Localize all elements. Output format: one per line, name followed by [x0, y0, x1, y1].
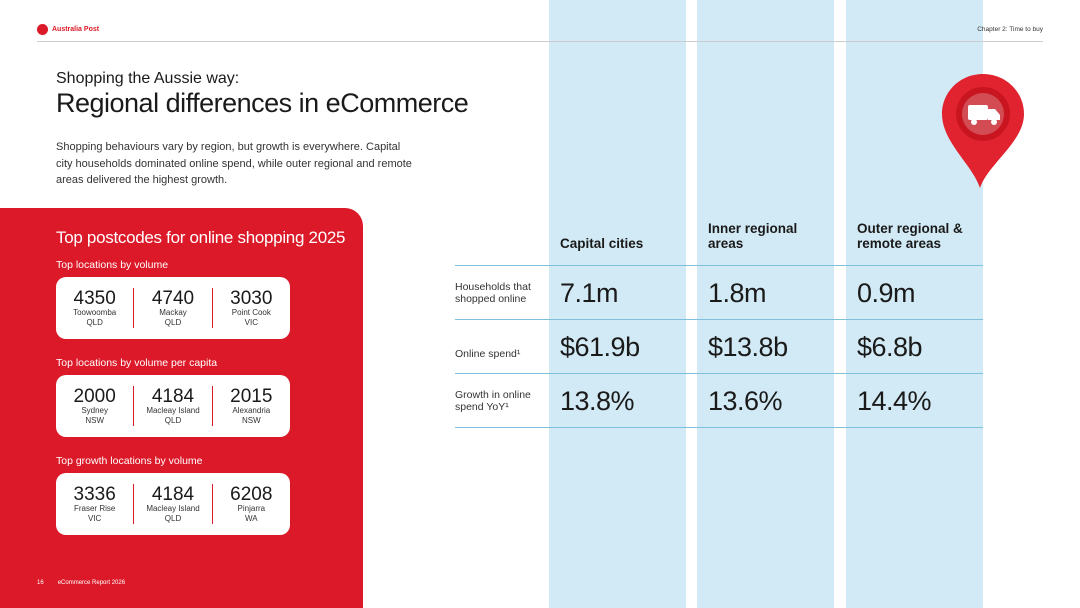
row-divider — [455, 265, 983, 266]
state: VIC — [244, 317, 258, 327]
postcode: 2000 — [73, 385, 116, 407]
column-header: Capital cities — [560, 235, 644, 251]
row-divider — [455, 427, 983, 428]
row-label: Online spend¹ — [455, 348, 521, 360]
postcode: 6208 — [230, 483, 273, 505]
table-value: 0.9m — [857, 278, 916, 308]
postcode-item: 3030 Point Cook VIC — [213, 289, 290, 328]
table-value: 7.1m — [560, 278, 619, 308]
top-postcodes-panel: Top postcodes for online shopping 2025 T… — [0, 208, 363, 608]
page-subtitle: Shopping the Aussie way: — [56, 70, 240, 87]
state: NSW — [85, 415, 104, 425]
postcode-item: 4740 Mackay QLD — [134, 289, 211, 328]
table-value: $13.8b — [708, 332, 788, 362]
state: QLD — [86, 317, 103, 327]
row-divider — [455, 373, 983, 374]
suburb: Point Cook — [231, 307, 271, 317]
footer: 16 eCommerce Report 2026 — [37, 580, 139, 586]
card-divider — [211, 386, 213, 426]
column-band-capital — [549, 0, 686, 608]
panel-title: Top postcodes for online shopping 2025 — [56, 228, 346, 247]
postcode: 3030 — [230, 287, 273, 309]
column-header: Outer regional & remote areas — [857, 221, 963, 251]
section-label: Top locations by volume per capita — [56, 357, 218, 369]
postcode: 4184 — [151, 483, 195, 505]
table-value: 14.4% — [857, 386, 932, 416]
suburb: Fraser Rise — [73, 503, 116, 513]
card-divider — [133, 386, 135, 426]
australia-post-logo-icon — [37, 24, 48, 35]
card-divider — [133, 484, 135, 524]
card-divider — [211, 484, 213, 524]
suburb: Sydney — [81, 405, 108, 415]
suburb: Mackay — [159, 307, 187, 317]
postcode-item: 4350 Toowoomba QLD — [56, 289, 133, 328]
state: QLD — [164, 513, 182, 523]
location-pin-truck-icon — [942, 74, 1024, 188]
table-value: 1.8m — [708, 278, 767, 308]
postcode-card: 4350 Toowoomba QLD 4740 Mackay QLD 3030 Point C… — [56, 277, 290, 339]
postcode: 4184 — [151, 385, 195, 407]
state: QLD — [164, 415, 182, 425]
brand-logo[interactable]: Australia Post — [37, 24, 99, 35]
column-band-inner — [697, 0, 834, 608]
postcode: 2015 — [230, 385, 273, 407]
card-divider — [133, 288, 135, 328]
state: NSW — [241, 415, 261, 425]
suburb: Pinjarra — [237, 503, 266, 513]
column-header: Inner regional areas — [708, 221, 798, 251]
postcode-item: 6208 Pinjarra WA — [213, 485, 290, 524]
row-label: Households that shopped online — [455, 281, 531, 305]
brand-name: Australia Post — [52, 26, 100, 33]
table-value: $6.8b — [857, 332, 923, 362]
chapter-label: Chapter 2: Time to buy — [977, 26, 1043, 33]
postcode-card: 3336 Fraser Rise VIC 4184 Macleay Island QLD 6… — [56, 473, 290, 535]
report-name: eCommerce Report 2026 — [57, 580, 126, 586]
section-label: Top locations by volume — [56, 259, 169, 271]
suburb: Macleay Island — [146, 503, 200, 513]
state: QLD — [164, 317, 182, 327]
suburb: Macleay Island — [146, 405, 200, 415]
postcode-item: 4184 Macleay Island QLD — [134, 387, 211, 426]
row-label: Growth in online spend YoY¹ — [455, 389, 531, 413]
postcode-card: 2000 Sydney NSW 4184 Macleay Island QLD 2015 Al… — [56, 375, 290, 437]
card-divider — [211, 288, 213, 328]
page-title: Regional differences in eCommerce — [56, 88, 469, 118]
postcode: 4350 — [73, 287, 116, 309]
postcode: 3336 — [73, 483, 116, 505]
intro-text: Shopping behaviours vary by region, but … — [56, 141, 412, 186]
section-label: Top growth locations by volume — [56, 455, 203, 467]
postcode-item: 2000 Sydney NSW — [56, 387, 133, 426]
suburb: Toowoomba — [73, 307, 117, 317]
postcode: 4740 — [151, 287, 195, 309]
header-divider — [37, 41, 1043, 42]
state: WA — [245, 513, 258, 523]
state: VIC — [87, 513, 102, 523]
row-divider — [455, 319, 983, 320]
suburb: Alexandria — [232, 405, 271, 415]
table-value: 13.6% — [708, 386, 783, 416]
postcode-item: 2015 Alexandria NSW — [213, 387, 290, 426]
table-value: 13.8% — [560, 386, 635, 416]
postcode-item: 4184 Macleay Island QLD — [134, 485, 211, 524]
page-number: 16 — [37, 580, 44, 586]
table-value: $61.9b — [560, 332, 640, 362]
postcode-item: 3336 Fraser Rise VIC — [56, 485, 133, 524]
